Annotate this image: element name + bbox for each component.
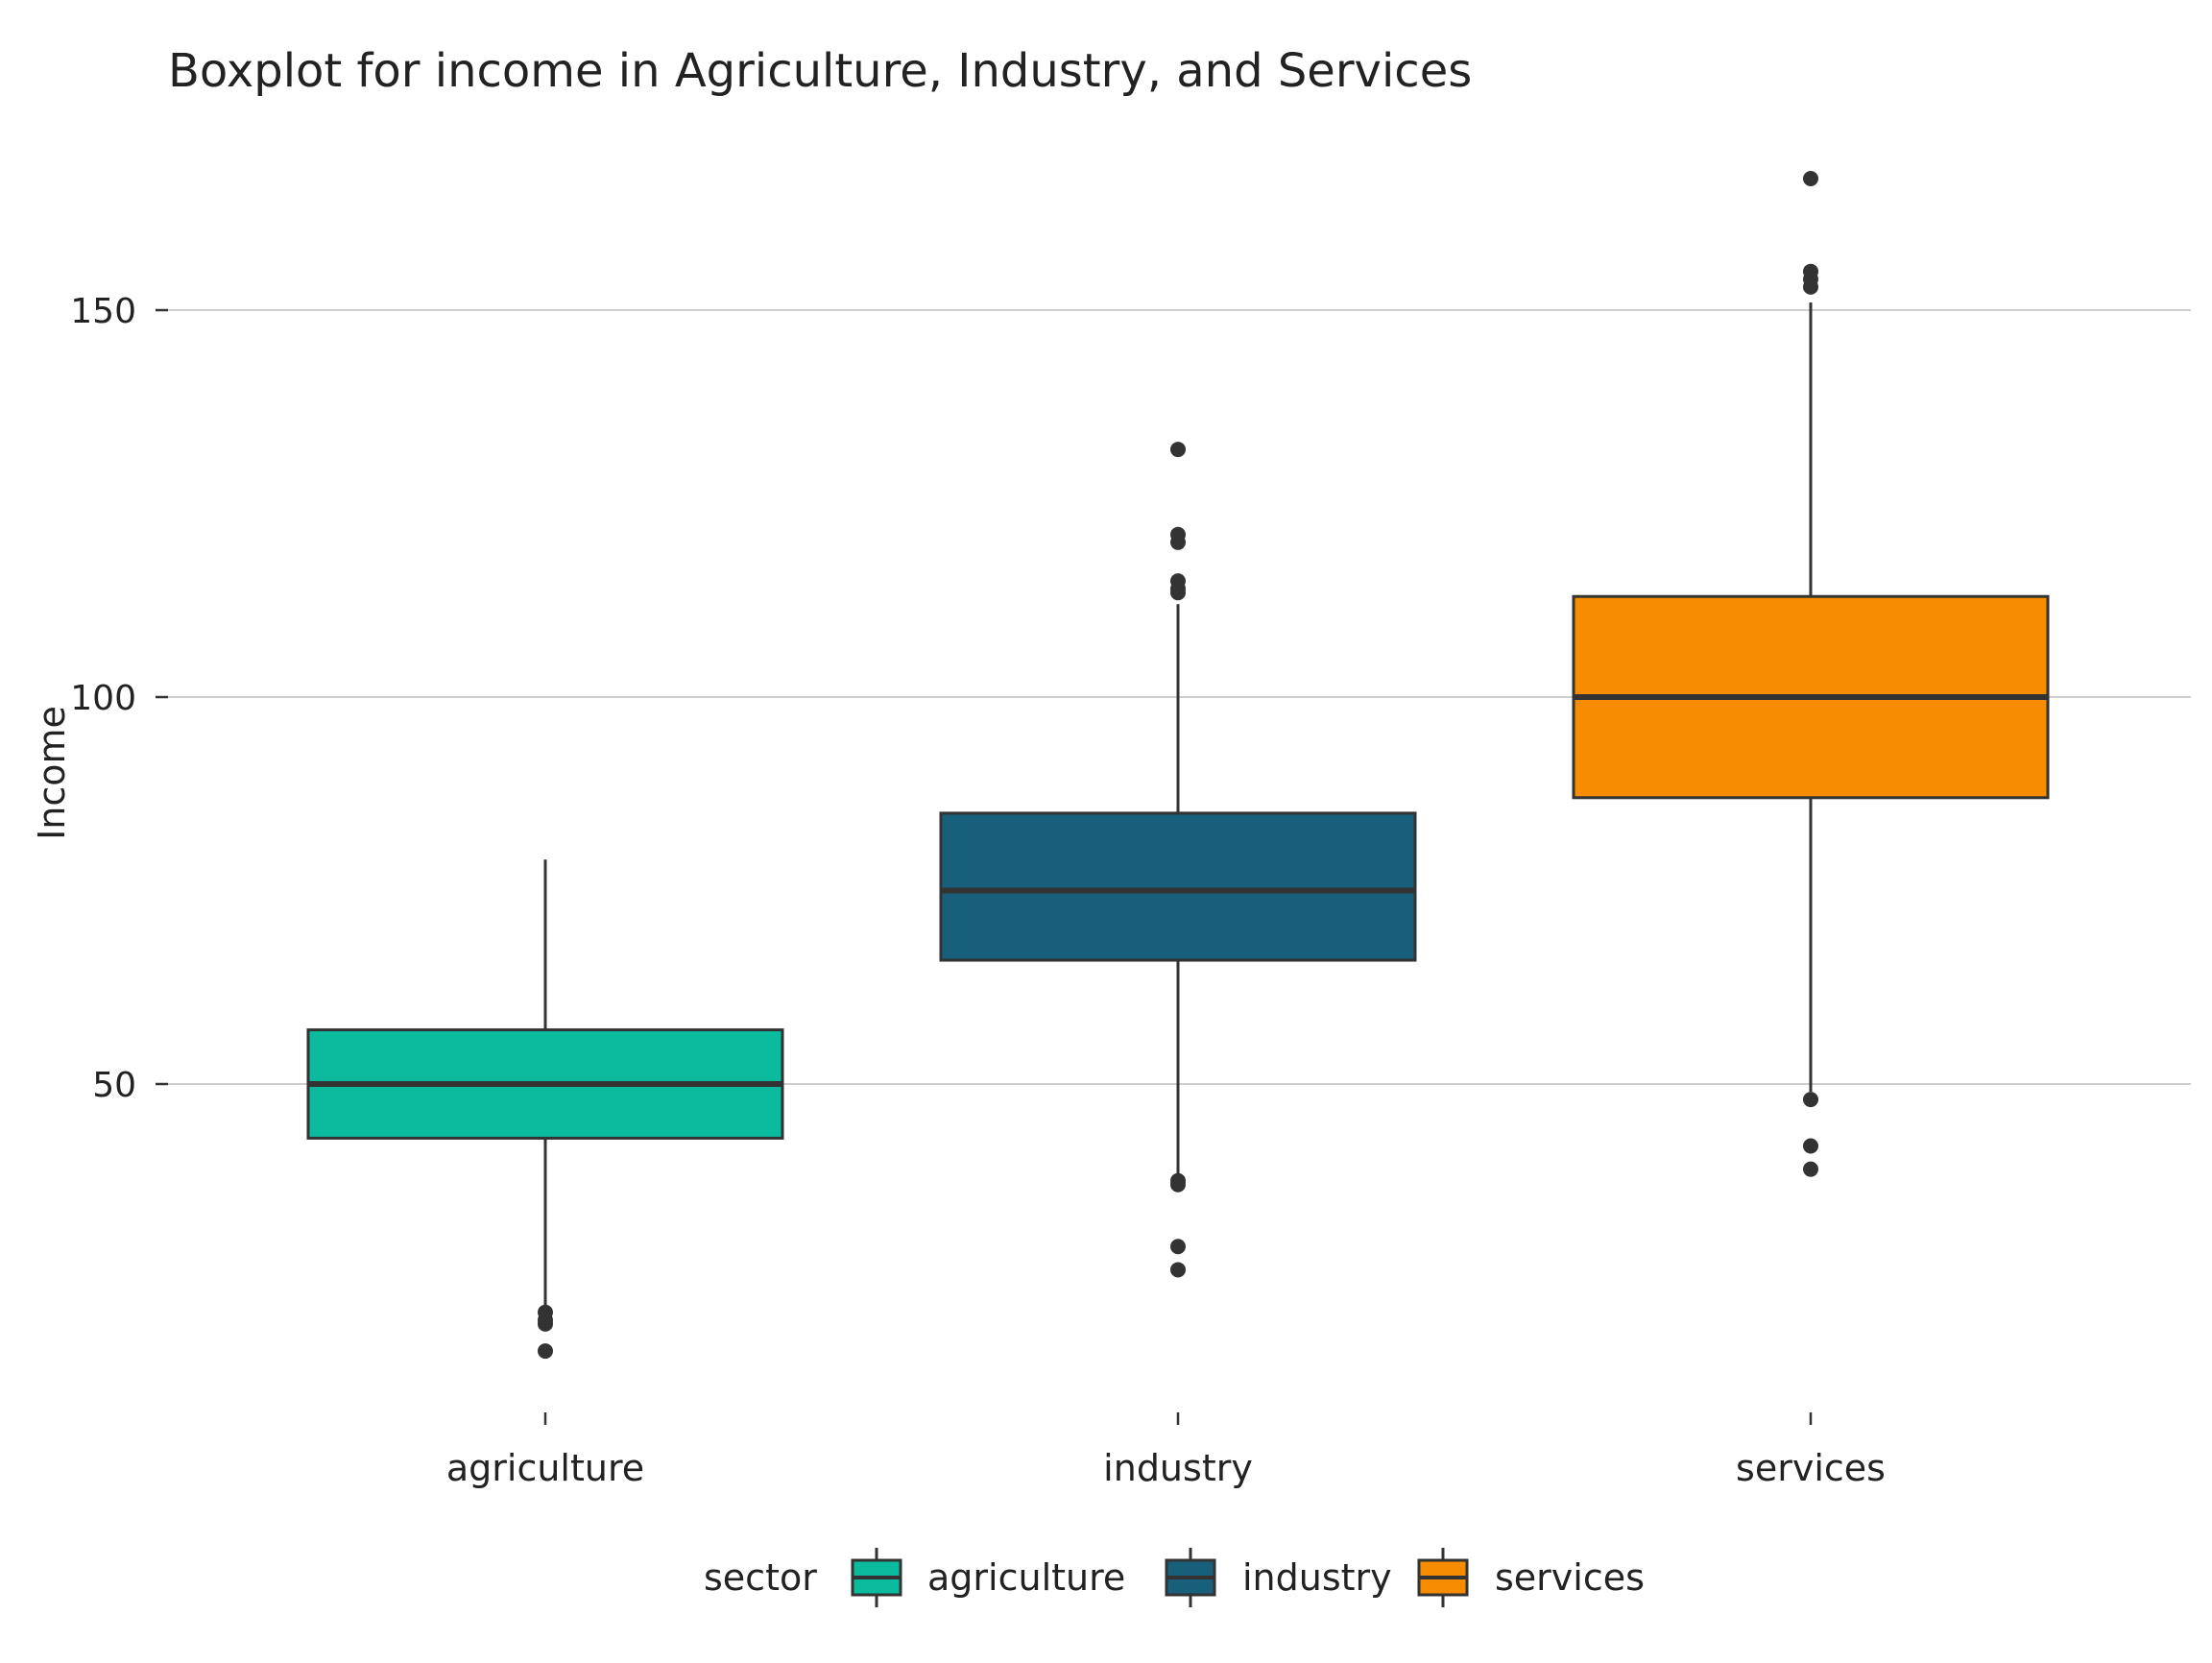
legend-label-services: services bbox=[1495, 1556, 1645, 1599]
outlier-services-6 bbox=[1803, 1161, 1818, 1177]
outlier-services-4 bbox=[1803, 1092, 1818, 1108]
x-axis: agriculture industry services bbox=[446, 1412, 1886, 1489]
outlier-agriculture-3 bbox=[538, 1343, 553, 1360]
y-tick-label-100: 100 bbox=[70, 679, 136, 718]
outlier-industry-2 bbox=[1170, 534, 1186, 550]
outlier-industry-7 bbox=[1170, 1176, 1186, 1193]
outlier-industry-8 bbox=[1170, 1239, 1186, 1255]
legend-title: sector bbox=[704, 1556, 817, 1599]
box-agriculture bbox=[306, 859, 784, 1360]
outlier-services-0 bbox=[1803, 170, 1818, 186]
y-axis: 50 100 150 bbox=[70, 292, 168, 1105]
iqr-box-industry bbox=[939, 811, 1417, 962]
x-tick-label-agriculture: agriculture bbox=[446, 1447, 644, 1489]
outlier-services-5 bbox=[1803, 1138, 1818, 1154]
outlier-industry-5 bbox=[1170, 585, 1186, 601]
outlier-services-3 bbox=[1803, 278, 1818, 295]
box-services bbox=[1572, 170, 2050, 1177]
legend-label-industry: industry bbox=[1242, 1556, 1392, 1599]
chart-title: Boxplot for income in Agriculture, Indus… bbox=[168, 44, 1472, 98]
box-industry bbox=[939, 442, 1417, 1278]
legend-key-agriculture bbox=[851, 1548, 902, 1607]
y-tick-label-150: 150 bbox=[70, 292, 136, 331]
legend: sector agriculture industry services bbox=[704, 1548, 1645, 1607]
y-axis-label: Income bbox=[31, 706, 73, 840]
plot-area bbox=[306, 170, 2050, 1360]
outlier-industry-0 bbox=[1170, 442, 1186, 458]
legend-key-services bbox=[1417, 1548, 1469, 1607]
legend-key-industry bbox=[1165, 1548, 1216, 1607]
x-tick-label-industry: industry bbox=[1103, 1447, 1253, 1489]
outlier-industry-9 bbox=[1170, 1262, 1186, 1278]
outlier-agriculture-2 bbox=[538, 1315, 553, 1332]
legend-label-agriculture: agriculture bbox=[927, 1556, 1125, 1599]
y-tick-label-50: 50 bbox=[92, 1066, 136, 1105]
x-tick-label-services: services bbox=[1736, 1447, 1886, 1489]
